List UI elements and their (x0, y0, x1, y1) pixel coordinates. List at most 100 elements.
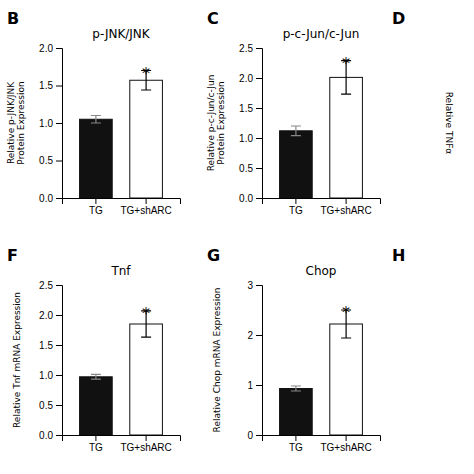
bar (280, 131, 313, 198)
y-tick-label: 2.0 (39, 43, 53, 54)
title: p-c-Jun/c-Jun (283, 27, 360, 41)
x-tick-mark (146, 435, 147, 441)
x-tick-mark (95, 198, 96, 204)
y-tick: 1.0 (239, 133, 262, 144)
y-tick: 1.0 (39, 370, 62, 381)
y-tick: 0.0 (239, 193, 262, 204)
y-tick-label: 0.0 (39, 430, 53, 441)
significance-mark: * (142, 304, 150, 323)
x-tick-label: TG+shARC (320, 442, 371, 453)
y-tick-label: 1.0 (39, 118, 53, 129)
x-tick-label: TG (289, 442, 303, 453)
y-tick-mark (256, 168, 262, 169)
y-tick-label: 0.5 (39, 400, 53, 411)
y-tick-mark (256, 285, 262, 286)
x-tick: TG+shARC (120, 198, 171, 216)
axis-domain (56, 286, 63, 436)
significance-mark: * (342, 303, 350, 322)
y-tick-label: 2.0 (239, 73, 253, 84)
y-tick: 3 (247, 280, 262, 291)
y-tick: 0.0 (39, 193, 62, 204)
axis-domain (56, 49, 63, 199)
y-tick-mark (256, 138, 262, 139)
error-bar (91, 116, 101, 124)
y-axis: 0.00.51.01.52.0 (39, 43, 62, 204)
panel-label: F (7, 246, 18, 265)
plot-area (80, 71, 163, 199)
bar (330, 77, 363, 198)
y-tick-mark (56, 123, 62, 124)
y-tick-mark (256, 48, 262, 49)
title: Tnf (110, 264, 131, 278)
y-tick-label: 0.5 (39, 155, 53, 166)
x-tick: TG (89, 198, 103, 216)
x-tick-mark (295, 198, 296, 204)
x-axis: TG TG+shARC (63, 198, 181, 216)
x-tick: TG+shARC (320, 198, 371, 216)
bar (80, 119, 113, 198)
bar (280, 389, 313, 436)
y-tick-label: 3 (247, 280, 253, 291)
y-tick-mark (56, 285, 62, 286)
significance-mark: * (142, 64, 150, 83)
x-tick-mark (95, 435, 96, 441)
y-tick-mark (56, 86, 62, 87)
y-tick-mark (56, 375, 62, 376)
x-tick: TG+shARC (120, 435, 171, 453)
figure: 0.0 0.5 1.0 1.5 2.0 TG TG+shARC * p-JNK/JNK Relat… (0, 0, 474, 474)
y-tick-mark (56, 198, 62, 199)
x-tick-label: TG (89, 205, 103, 216)
panel-label: B (7, 9, 19, 28)
panel: 0.0 0.5 1.0 1.5 2.0 2.5 TG TG+shARC * p-c-Jun/c-J… (206, 27, 381, 216)
x-tick: TG (289, 198, 303, 216)
x-tick-mark (295, 435, 296, 441)
y-tick: 2.5 (39, 280, 62, 291)
y-tick: 2.5 (239, 43, 262, 54)
bar (130, 324, 163, 435)
y-axis-label: Relative Tnf mRNA Expression (12, 292, 22, 428)
y-axis-label: Relative p-JNK/JNKProtein Expression (6, 81, 26, 165)
x-tick: TG (289, 435, 303, 453)
y-tick-label: 1.5 (239, 103, 253, 114)
axis-domain (263, 436, 381, 442)
y-axis-label: Relative p-c-Jun/c-JunProtein Expression (206, 75, 226, 172)
y-tick: 0.5 (39, 155, 62, 166)
y-tick: 2.0 (239, 73, 262, 84)
plot-area (280, 310, 363, 435)
y-tick: 0.5 (239, 163, 262, 174)
significance-mark: * (342, 54, 350, 73)
axis-domain (263, 199, 381, 205)
y-tick-label: 0.5 (239, 163, 253, 174)
axis-domain (256, 49, 263, 199)
bar (130, 80, 163, 198)
x-tick-label: TG+shARC (120, 442, 171, 453)
x-tick-label: TG+shARC (120, 205, 171, 216)
y-tick-label: 1.0 (39, 370, 53, 381)
y-tick: 2.0 (39, 43, 62, 54)
plot-area (280, 61, 363, 198)
x-tick-mark (346, 435, 347, 441)
panel-label: G (207, 246, 220, 265)
panel: 0.00.51.01.52.02.5TGTG+shARC*TnfRelative… (12, 264, 181, 453)
y-tick-label: 0.0 (239, 193, 253, 204)
y-tick-mark (256, 78, 262, 79)
axis-domain (63, 436, 181, 442)
y-axis: 0.0 0.5 1.0 1.5 2.0 2.5 (239, 43, 262, 204)
x-tick-mark (346, 198, 347, 204)
y-tick-mark (256, 108, 262, 109)
y-axis: 0123 (247, 280, 262, 441)
y-tick-mark (56, 315, 62, 316)
x-tick-mark (146, 198, 147, 204)
y-tick-mark (256, 335, 262, 336)
x-tick-label: TG (289, 205, 303, 216)
error-bar (291, 386, 301, 391)
axis-domain (256, 286, 263, 436)
y-tick-mark (56, 161, 62, 162)
x-tick-label: TG+shARC (320, 205, 371, 216)
error-bar (291, 126, 301, 136)
x-tick-label: TG (89, 442, 103, 453)
y-tick-label: 1 (247, 380, 253, 391)
title: p-JNK/JNK (92, 27, 151, 41)
y-tick-label: 0 (247, 430, 253, 441)
y-tick-mark (56, 405, 62, 406)
